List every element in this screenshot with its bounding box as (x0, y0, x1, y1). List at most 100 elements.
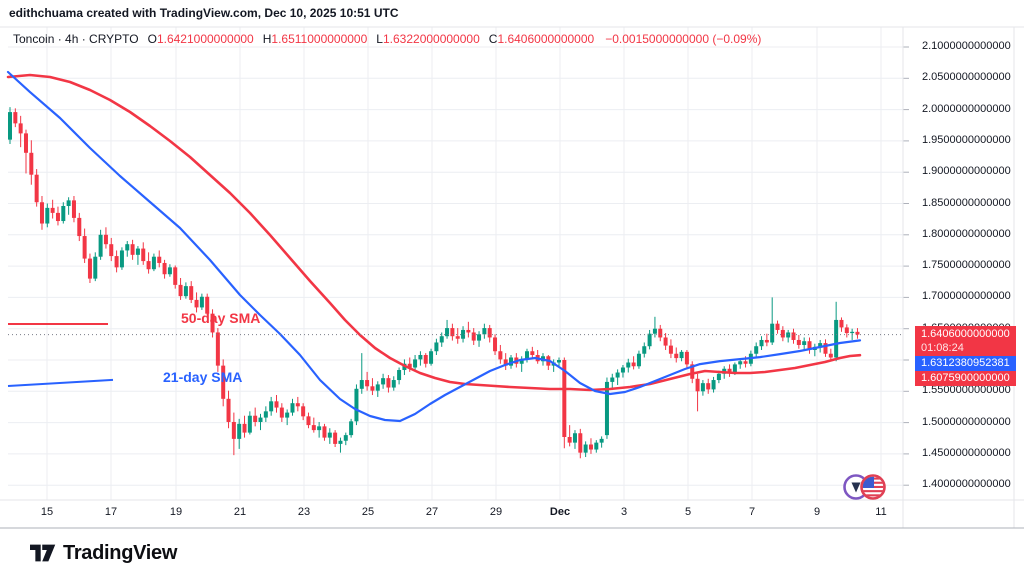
symbol-pair-logo (843, 474, 886, 500)
candle-body (530, 351, 535, 355)
ohlc-close: C1.6406000000000 (488, 32, 595, 46)
sma21-line (6, 70, 862, 423)
time-axis[interactable]: 15 17 19 21 23 25 27 29 Dec 3 5 7 9 11 (0, 500, 915, 528)
price-axis-label: 1.7500000000000 (922, 259, 1011, 272)
candle-body (253, 415, 258, 422)
candle-body (626, 362, 631, 368)
candle-body (322, 426, 327, 438)
candle-body (114, 256, 119, 268)
candle-body (839, 319, 844, 328)
price-axis[interactable]: 2.1000000000000 2.0500000000000 2.00000000… (915, 27, 1024, 528)
candle-body (178, 284, 183, 297)
candle-body (509, 357, 514, 366)
time-axis-label: 3 (620, 506, 628, 518)
sma21-price-value: 1.6312380952381 (921, 357, 1010, 369)
candle-body (231, 421, 236, 439)
sma21-price-badge: 1.6312380952381 (915, 356, 1016, 371)
tradingview-logo[interactable]: TradingView (30, 541, 177, 565)
candle-body (642, 346, 647, 354)
candle-body (695, 378, 700, 392)
candle-body (189, 286, 194, 300)
ohlc-open: O1.6421000000000 (147, 32, 254, 46)
candle-body (562, 360, 567, 437)
candle-body (498, 351, 503, 360)
candle-body (237, 423, 242, 439)
candle-body (290, 403, 295, 413)
sma50-price-value: 1.6075900000000 (921, 372, 1010, 384)
candle-body (317, 426, 322, 431)
candle-body (668, 345, 673, 354)
tradingview-mark-icon (30, 544, 56, 562)
candle-body (301, 406, 306, 417)
candle-body (274, 401, 279, 408)
candle-body (71, 200, 76, 218)
candle-body (706, 383, 711, 390)
candle-body (796, 339, 801, 345)
candle-body (413, 359, 418, 368)
candle-body (471, 332, 476, 341)
candle-body (780, 329, 785, 338)
candle-body (333, 432, 338, 444)
candle-body (727, 368, 732, 373)
candle-body (141, 248, 146, 262)
candle-body (359, 380, 364, 389)
candle-body (556, 360, 561, 363)
candle-body (828, 353, 833, 358)
candle-body (455, 336, 460, 339)
candle-body (82, 236, 87, 259)
candle-body (647, 333, 652, 347)
candle-body (583, 444, 588, 453)
candle-body (285, 412, 290, 418)
candle-body (215, 332, 220, 366)
candle-body (18, 123, 23, 134)
candle-body (610, 377, 615, 382)
candle-body (365, 380, 370, 387)
left-blue-level (7, 378, 114, 387)
candle-body (450, 328, 455, 337)
candle-body (663, 337, 668, 346)
candle-body (295, 403, 300, 407)
candle-body (850, 331, 855, 334)
candle-body (445, 328, 450, 337)
candle-body (269, 401, 274, 412)
candle-body (194, 299, 199, 308)
candle-body (764, 339, 769, 343)
sma21-annotation: 21-day SMA (163, 369, 243, 385)
candle-body (466, 329, 471, 333)
candle-body (157, 256, 162, 263)
candle-body (674, 353, 679, 359)
price-axis-label: 2.1000000000000 (922, 40, 1011, 52)
candle-body (732, 364, 737, 373)
symbol-title: Toncoin · 4h · CRYPTO (13, 32, 139, 46)
candle-body (61, 206, 66, 222)
candle-body (87, 258, 92, 279)
candle-body (125, 244, 130, 251)
candle-body (210, 313, 215, 333)
candle-body (679, 351, 684, 359)
candle-body (615, 372, 620, 378)
candle-body (34, 174, 39, 203)
candle-body (759, 339, 764, 347)
price-axis-label: 1.4500000000000 (922, 446, 1011, 459)
candle-body (247, 415, 252, 433)
candle-body (397, 370, 402, 381)
time-axis-label: 21 (233, 506, 247, 518)
candle-body (370, 386, 375, 391)
candle-body (423, 354, 428, 364)
candle-body (519, 359, 524, 364)
candle-body (620, 367, 625, 373)
candle-body (461, 329, 466, 339)
candle-body (135, 248, 140, 255)
price-axis-label: 1.5500000000000 (922, 384, 1011, 397)
candle-body (636, 353, 641, 367)
time-axis-label: 25 (361, 506, 375, 518)
candle-body (482, 328, 487, 335)
price-axis-label: 1.7000000000000 (922, 290, 1011, 303)
symbol-legend[interactable]: Toncoin · 4h · CRYPTO O1.6421000000000 H… (13, 32, 761, 46)
candle-body (66, 200, 71, 207)
candle-body (807, 341, 812, 350)
candle-body (119, 250, 124, 268)
time-axis-label: 17 (104, 506, 118, 518)
candle-body (173, 267, 178, 285)
